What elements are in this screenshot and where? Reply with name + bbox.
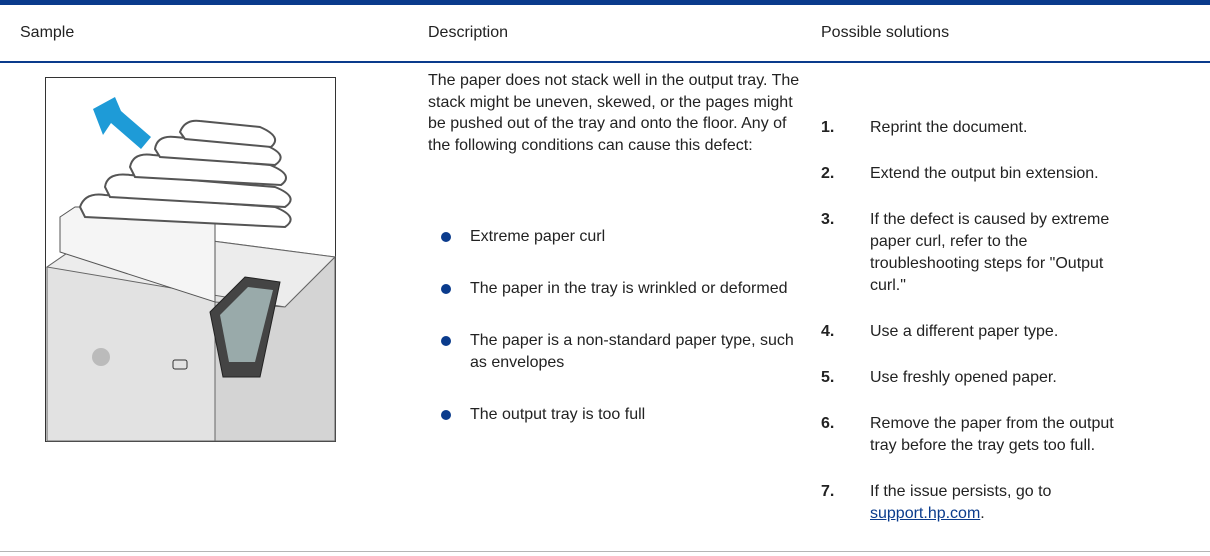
column-header: Possible solutions bbox=[821, 24, 950, 41]
top-bar bbox=[0, 0, 1210, 5]
step-suffix: . bbox=[980, 505, 985, 522]
support-link[interactable]: support.hp.com bbox=[870, 505, 981, 522]
bullet-dot bbox=[441, 232, 451, 242]
solution-item: 3. If the defect is caused by extreme pap… bbox=[821, 209, 1120, 297]
step-number: 6. bbox=[821, 415, 835, 432]
step-number: 2. bbox=[821, 165, 835, 182]
output-tray bbox=[59, 206, 216, 303]
step-text: Extend the output bin extension. bbox=[870, 165, 1099, 182]
step-text: If the defect is caused by extreme paper… bbox=[870, 211, 1110, 294]
column-header: Description bbox=[428, 24, 509, 41]
bullet-text: The output tray is too full bbox=[470, 406, 646, 423]
solution-item: 7. If the issue persists, go to support.h… bbox=[821, 481, 1120, 525]
step-text: Use freshly opened paper. bbox=[870, 369, 1057, 386]
step-text: Use a different paper type. bbox=[870, 323, 1059, 340]
step-number: 5. bbox=[821, 369, 835, 386]
step-text: Reprint the document. bbox=[870, 119, 1028, 136]
step-number: 3. bbox=[821, 211, 835, 228]
paper-stack bbox=[78, 119, 292, 229]
solution-list: 1. Reprint the document. 2. Extend the outp… bbox=[821, 117, 1201, 549]
step-text: If the issue persists, go to bbox=[870, 483, 1052, 500]
solution-item: 2. Extend the output bin extension. bbox=[821, 163, 1120, 185]
logo bbox=[92, 348, 110, 366]
step-number: 7. bbox=[821, 483, 835, 500]
bottom-rule bbox=[0, 551, 1210, 552]
bullet-dot bbox=[441, 410, 451, 420]
solution-item: 6. Remove the paper from the output tray … bbox=[821, 413, 1120, 457]
port bbox=[172, 359, 188, 370]
header-rule bbox=[0, 61, 1210, 63]
bullet-dot bbox=[441, 336, 451, 346]
column-header: Sample bbox=[20, 24, 75, 41]
bullet-text: The paper is a non-standard paper type, … bbox=[470, 332, 794, 371]
description: The paper does not stack well in the out… bbox=[428, 72, 800, 154]
bullet-list: Extreme paper curl The paper in the tray … bbox=[428, 226, 798, 456]
step-number: 1. bbox=[821, 119, 835, 136]
bullet-item: Extreme paper curl bbox=[428, 226, 798, 248]
arrow bbox=[93, 97, 151, 149]
bullet-item: The output tray is too full bbox=[428, 404, 798, 426]
step-number: 4. bbox=[821, 323, 835, 340]
bullet-dot bbox=[441, 284, 451, 294]
bullet-item: The paper in the tray is wrinkled or def… bbox=[428, 278, 798, 300]
solution-item: 5. Use freshly opened paper. bbox=[821, 367, 1120, 389]
bullet-text: The paper in the tray is wrinkled or def… bbox=[470, 280, 788, 297]
solution-item: 1. Reprint the document. bbox=[821, 117, 1120, 139]
step-text: Remove the paper from the output tray be… bbox=[870, 415, 1114, 454]
bullet-item: The paper is a non-standard paper type, … bbox=[428, 330, 798, 374]
bullet-text: Extreme paper curl bbox=[470, 228, 606, 245]
panel-screen bbox=[220, 287, 273, 362]
sample-image bbox=[45, 77, 336, 442]
solution-item: 4. Use a different paper type. bbox=[821, 321, 1120, 343]
